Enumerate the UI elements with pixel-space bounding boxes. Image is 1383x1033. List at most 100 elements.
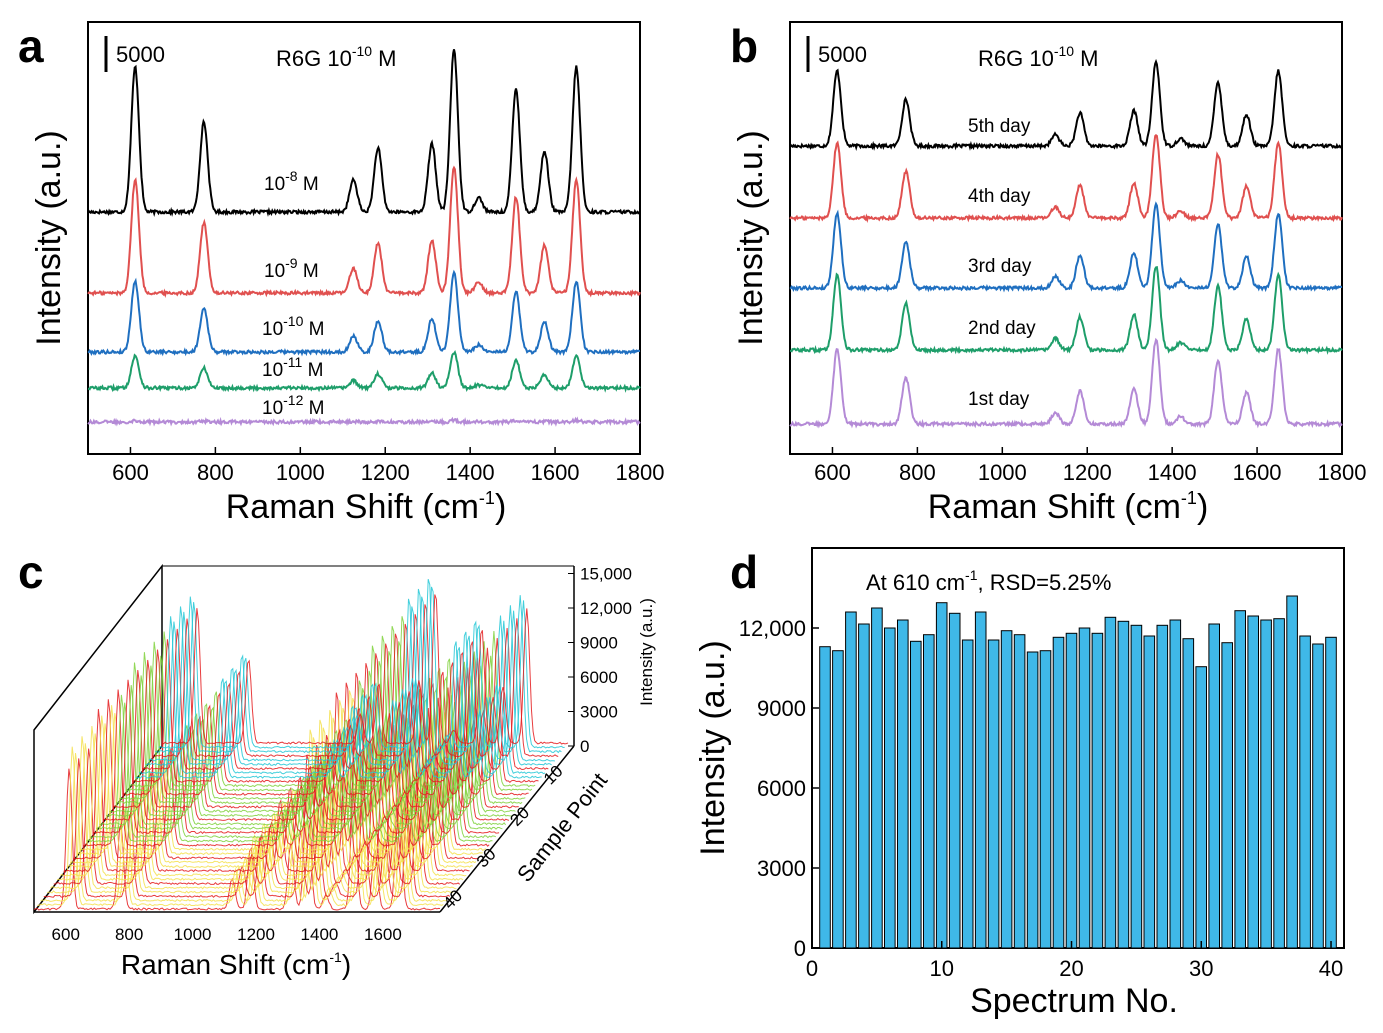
panel-d-bar xyxy=(1299,635,1311,949)
panel-d-bar xyxy=(871,607,883,949)
panel-b-series-labels: 5th day 4th day 3rd day 2nd day 1st day xyxy=(968,116,1036,410)
panel-d-bar xyxy=(1091,632,1104,949)
panel-a-series-line xyxy=(87,416,641,427)
panel-a-xtick-label: 800 xyxy=(197,460,234,485)
panel-a-series-label: 10-10 M xyxy=(262,313,324,340)
panel-d-bar xyxy=(1208,623,1221,949)
panel-b-xtick-label: 600 xyxy=(814,460,851,485)
panel-d-bar xyxy=(897,619,909,949)
panel-a-xtick-label: 1200 xyxy=(361,460,410,485)
panel-a-xlabel: Raman Shift (cm-1) xyxy=(226,488,507,526)
panel-b-series-line xyxy=(789,337,1343,429)
panel-b-annotation: R6G 10-10 M xyxy=(978,43,1099,71)
panel-d-bar xyxy=(1325,636,1337,949)
panel-d-frame xyxy=(811,547,1345,949)
panel-d: d 0 10 20 30 40 0 3000 6000 9000 12,000 At 610 cm… xyxy=(694,546,1345,1020)
panel-d-xtick-label: 0 xyxy=(806,956,818,981)
panel-a-annotation: R6G 10-10 M xyxy=(276,43,397,71)
panel-b-xtick-label: 1400 xyxy=(1148,460,1197,485)
panel-d-bar xyxy=(1065,632,1078,949)
panel-a-xtick-label: 1600 xyxy=(531,460,580,485)
panel-d-bar xyxy=(1039,650,1052,949)
panel-d-bar xyxy=(1234,610,1247,949)
panel-c-trace xyxy=(152,604,559,758)
panel-b-frame xyxy=(789,21,1343,455)
panel-c-trace xyxy=(155,579,562,754)
panel-d-xtick-label: 40 xyxy=(1319,956,1343,981)
panel-d-bar xyxy=(923,634,935,949)
panel-c-ytick-label: 9000 xyxy=(580,634,618,653)
panel-b-xlabel: Raman Shift (cm-1) xyxy=(928,488,1209,526)
panel-c-ytick-label: 0 xyxy=(580,737,589,756)
panel-d-bar xyxy=(858,623,870,949)
panel-c-ytick-label: 3000 xyxy=(580,703,618,722)
panel-b-series-line xyxy=(789,201,1343,293)
panel-b-series-label: 4th day xyxy=(968,186,1031,207)
panel-b-series-line xyxy=(789,58,1343,151)
panel-c-ytick-label: 6000 xyxy=(580,668,618,687)
panel-d-bar xyxy=(1182,638,1195,949)
panel-b-series-label: 5th day xyxy=(968,116,1031,137)
panel-a-xtick-label: 1800 xyxy=(616,460,665,485)
panel-b-series-line xyxy=(789,265,1343,355)
panel-c-trace xyxy=(158,586,565,749)
panel-a-series-line xyxy=(87,269,641,357)
panel-c-trace xyxy=(161,594,569,745)
panel-d-bar xyxy=(1000,630,1013,949)
panel-b-scalebar-label: 5000 xyxy=(818,42,867,67)
panel-a-letter: a xyxy=(18,20,44,72)
panel-d-bar xyxy=(1221,642,1234,949)
panel-c-xlabel: Raman Shift (cm-1) xyxy=(121,949,351,980)
panel-b-series-line xyxy=(789,134,1343,224)
panel-b-series-group xyxy=(789,58,1343,429)
panel-d-bar xyxy=(1143,635,1156,949)
panel-b-series-label: 3rd day xyxy=(968,256,1032,277)
panel-d-bar xyxy=(1195,666,1208,949)
panel-d-ytick-label: 6000 xyxy=(757,776,806,801)
panel-d-bar xyxy=(1273,618,1285,949)
panel-d-bars xyxy=(819,595,1337,949)
panel-c: c 600 800 1000 1200 1400 1600 0 3000 6000 9000 12,… xyxy=(18,546,656,980)
panel-b-ylabel: Intensity (a.u.) xyxy=(732,130,770,345)
panel-d-bar xyxy=(845,611,857,949)
panel-a-xticks: 600 800 1000 1200 1400 1600 1800 xyxy=(112,447,664,485)
panel-a-series-line xyxy=(87,349,641,393)
panel-a-series-labels: 10-8 M 10-9 M 10-10 M 10-11 M 10-12 M xyxy=(262,168,324,419)
panel-c-traces xyxy=(33,579,569,911)
panel-d-bar xyxy=(1156,624,1169,949)
panel-a-xtick-label: 600 xyxy=(112,460,149,485)
panel-d-bar xyxy=(1260,619,1272,949)
panel-d-bar xyxy=(832,650,844,949)
panel-d-bar xyxy=(1247,615,1260,949)
panel-a-series-label: 10-12 M xyxy=(262,392,324,419)
panel-d-xtick-label: 20 xyxy=(1059,956,1083,981)
panel-a-series-label: 10-8 M xyxy=(264,168,319,195)
panel-d-bar xyxy=(961,639,974,949)
panel-d-letter: d xyxy=(730,546,758,598)
panel-c-ytick-label: 12,000 xyxy=(580,599,632,618)
panel-d-bar xyxy=(1013,634,1026,949)
panel-d-bar xyxy=(974,611,987,949)
panel-b-xtick-label: 1200 xyxy=(1063,460,1112,485)
panel-d-bar xyxy=(935,602,948,949)
panel-c-zlabel: Sample Point xyxy=(512,768,612,887)
panel-d-bar xyxy=(1117,620,1130,949)
panel-d-bar xyxy=(819,646,831,949)
panel-b-xtick-label: 1800 xyxy=(1318,460,1367,485)
panel-a-ylabel: Intensity (a.u.) xyxy=(30,130,68,345)
panel-d-ytick-label: 12,000 xyxy=(739,616,806,641)
panel-a: a 600 800 1000 1200 1400 1600 1800 5000 R6G 10… xyxy=(18,20,664,526)
panel-d-bar xyxy=(884,627,896,949)
panel-b-xtick-label: 1600 xyxy=(1233,460,1282,485)
panel-a-frame xyxy=(87,21,641,455)
panel-d-ytick-label: 9000 xyxy=(757,696,806,721)
panel-d-bar xyxy=(987,639,1000,949)
panel-c-ylabel: Intensity (a.u.) xyxy=(637,598,656,706)
panel-d-bar xyxy=(1104,616,1117,949)
panel-d-bar xyxy=(910,640,922,949)
panel-a-series-label: 10-11 M xyxy=(262,354,323,381)
panel-a-xtick-label: 1400 xyxy=(446,460,495,485)
panel-a-series-group xyxy=(87,49,641,427)
panel-c-xtick-label: 1000 xyxy=(174,925,212,944)
panel-b-letter: b xyxy=(730,20,758,72)
